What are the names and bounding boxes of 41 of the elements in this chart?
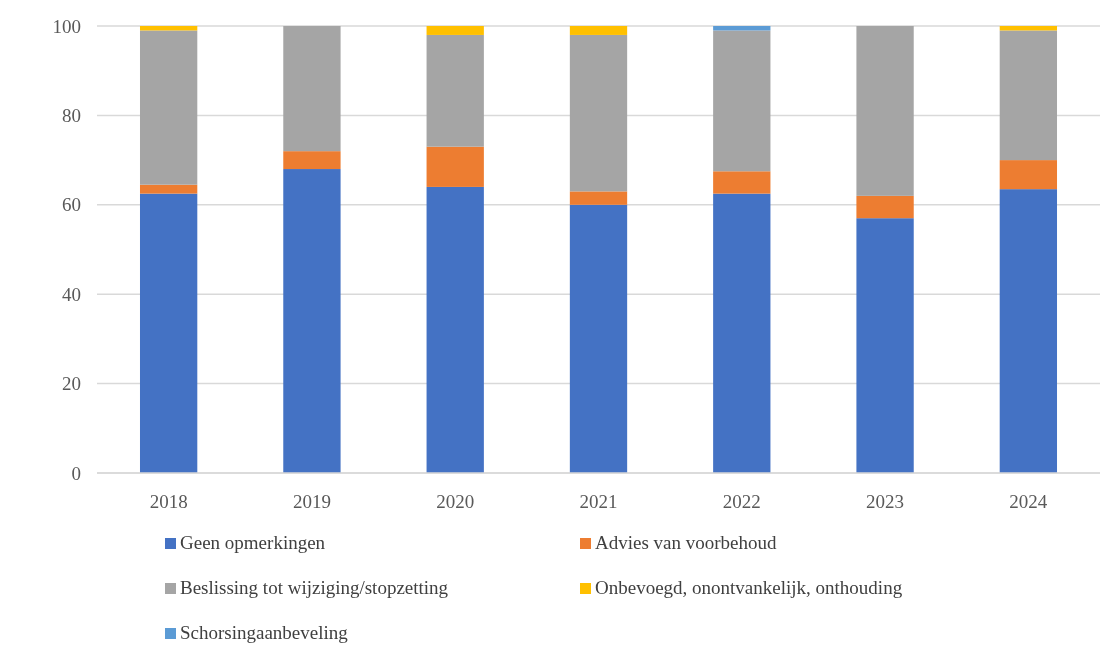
bar bbox=[283, 151, 341, 170]
bar bbox=[713, 193, 771, 473]
bar bbox=[999, 30, 1058, 161]
x-tick-label: 2020 bbox=[436, 491, 475, 512]
legend-label: Geen opmerkingen bbox=[180, 532, 326, 553]
legend-label: Schorsingaanbeveling bbox=[180, 622, 349, 643]
bar bbox=[426, 26, 484, 35]
bar bbox=[426, 186, 484, 473]
y-tick-label: 40 bbox=[62, 283, 81, 305]
x-tick-label: 2018 bbox=[149, 491, 188, 512]
bar bbox=[283, 169, 341, 473]
y-tick-label: 0 bbox=[71, 462, 81, 484]
bar bbox=[139, 184, 198, 194]
legend-label: Advies van voorbehoud bbox=[595, 532, 778, 553]
bar bbox=[283, 26, 341, 152]
bar bbox=[569, 26, 628, 35]
y-tick-label: 80 bbox=[62, 105, 81, 127]
bar bbox=[713, 171, 771, 194]
legend-label: Onbevoegd, onontvankelijk, onthouding bbox=[595, 577, 903, 598]
bar bbox=[856, 218, 914, 473]
y-tick-label: 60 bbox=[62, 194, 81, 216]
x-tick-label: 2024 bbox=[1009, 491, 1048, 512]
legend-label: Beslissing tot wijziging/stopzetting bbox=[180, 577, 449, 598]
x-tick-label: 2023 bbox=[866, 491, 905, 512]
bar bbox=[426, 146, 484, 187]
bar bbox=[569, 204, 628, 473]
bar bbox=[999, 160, 1058, 190]
bar bbox=[999, 189, 1058, 473]
x-tick-label: 2021 bbox=[579, 491, 618, 512]
y-tick-label: 100 bbox=[52, 15, 81, 37]
bar bbox=[569, 34, 628, 192]
x-tick-label: 2022 bbox=[722, 491, 761, 512]
bar bbox=[713, 30, 771, 172]
bar bbox=[569, 191, 628, 205]
x-tick-label: 2019 bbox=[292, 491, 331, 512]
bar bbox=[426, 34, 484, 147]
bar bbox=[139, 193, 198, 473]
y-tick-label: 20 bbox=[62, 373, 81, 395]
bar bbox=[856, 26, 914, 196]
bar bbox=[139, 30, 198, 185]
bar bbox=[856, 195, 914, 219]
